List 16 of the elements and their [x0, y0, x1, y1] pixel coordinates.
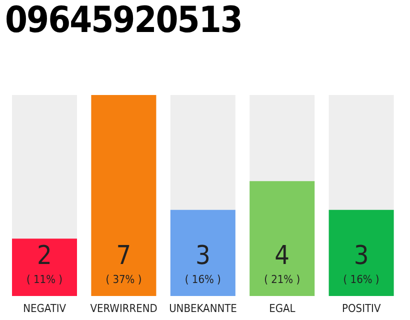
data-label: 4	[274, 241, 290, 271]
x-tick-label: EGAL	[269, 302, 296, 315]
data-label: 7	[116, 241, 132, 271]
data-label: 3	[354, 241, 369, 271]
annotation: ( 37% )	[106, 273, 142, 286]
x-tick-label: NEGATIV	[23, 302, 66, 315]
data-label: 3	[195, 241, 210, 271]
x-tick-label: POSITIV	[342, 302, 381, 315]
x-tick-label: UNBEKANNTE	[169, 302, 237, 315]
annotation: ( 16% )	[343, 273, 380, 286]
annotation: ( 16% )	[184, 273, 222, 286]
x-tick-label: VERWIRREND	[90, 302, 158, 315]
data-label: 2	[37, 241, 52, 271]
annotation: ( 11% )	[26, 273, 63, 286]
annotation: ( 21% )	[264, 273, 300, 286]
chart-title: 09645920513	[5, 0, 242, 41]
